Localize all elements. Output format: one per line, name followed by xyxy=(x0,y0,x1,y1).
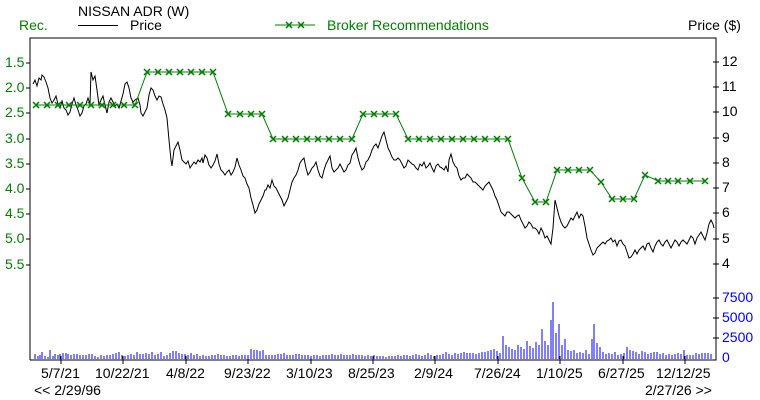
legend-price-label: Price xyxy=(130,17,162,33)
price-tick: 8 xyxy=(722,154,730,170)
x-tick: 4/8/22 xyxy=(166,365,205,381)
price-tick: 7 xyxy=(722,179,730,195)
rec-tick: 2.5 xyxy=(5,104,25,120)
rec-tick: 3.5 xyxy=(5,155,25,171)
rec-tick: 4.5 xyxy=(5,205,25,221)
price-tick: 6 xyxy=(722,204,730,220)
x-tick: 3/10/23 xyxy=(286,365,333,381)
x-tick: 9/23/22 xyxy=(224,365,271,381)
price-tick: 5 xyxy=(722,230,730,246)
rec-tick: 4.0 xyxy=(5,180,25,196)
rec-tick: 5.5 xyxy=(5,256,25,272)
volume-tick: 0 xyxy=(722,349,730,365)
rec-tick: 1.5 xyxy=(5,54,25,70)
price-tick: 4 xyxy=(722,255,730,271)
volume-bars xyxy=(34,302,712,359)
price-tick: 12 xyxy=(722,53,738,69)
x-tick: 2/9/24 xyxy=(414,365,453,381)
x-tick: 12/12/25 xyxy=(656,365,711,381)
rec-axis-title: Rec. xyxy=(19,17,48,33)
broker-markers xyxy=(32,68,709,206)
range-start-link[interactable]: << 2/29/96 xyxy=(34,382,101,398)
broker-line xyxy=(36,71,705,203)
price-tick: 9 xyxy=(722,129,730,145)
x-tick: 7/26/24 xyxy=(474,365,521,381)
volume-tick: 7500 xyxy=(722,289,754,305)
chart-title: NISSAN ADR (W) xyxy=(78,3,190,19)
rec-tick: 2.0 xyxy=(5,79,25,95)
rec-tick: 3.0 xyxy=(5,130,25,146)
range-end-link[interactable]: 2/27/26 >> xyxy=(645,382,712,398)
legend-price-swatch xyxy=(78,25,118,26)
legend-broker-label: Broker Recommendations xyxy=(327,17,489,33)
price-tick: 10 xyxy=(722,103,738,119)
price-tick: 11 xyxy=(722,78,737,94)
plot-frame xyxy=(29,37,717,361)
x-tick: 6/27/25 xyxy=(598,365,645,381)
x-tick: 5/7/21 xyxy=(41,365,80,381)
volume-tick: 2500 xyxy=(722,329,754,345)
x-tick: 10/22/21 xyxy=(95,365,150,381)
x-tick: 1/10/25 xyxy=(536,365,583,381)
x-tick: 8/25/23 xyxy=(348,365,395,381)
price-axis-title: Price ($) xyxy=(688,17,741,33)
rec-tick: 5.0 xyxy=(5,230,25,246)
volume-tick: 5000 xyxy=(722,309,754,325)
price-line xyxy=(32,71,715,259)
